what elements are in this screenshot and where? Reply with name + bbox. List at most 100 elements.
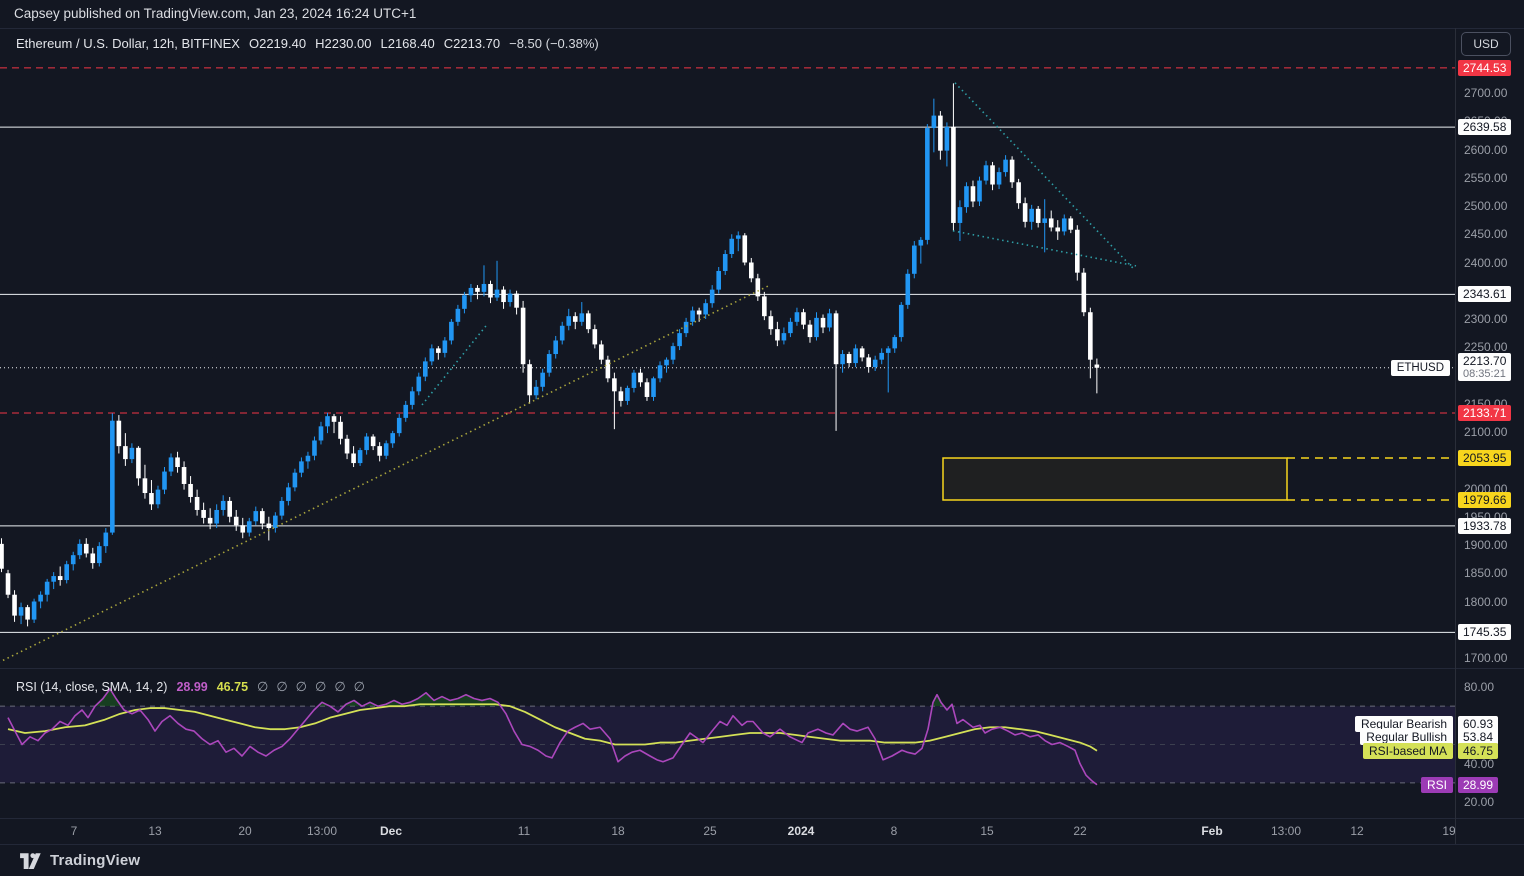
rsi-indicator-title: RSI (14, close, SMA, 14, 2) (16, 680, 168, 694)
candle (527, 364, 532, 396)
candle (533, 386, 539, 396)
candle (357, 450, 363, 464)
candle (44, 581, 50, 595)
candle (175, 457, 180, 468)
candle (1075, 229, 1080, 273)
price-tick-label: 1900.00 (1464, 538, 1508, 552)
hidden-value-icon[interactable]: ∅ (353, 679, 365, 694)
rsi-value-label: 46.75 (1458, 742, 1499, 759)
candle (25, 607, 30, 620)
symbol-price-marker: ETHUSD (1390, 360, 1450, 376)
candle (749, 262, 754, 279)
candle (618, 391, 624, 401)
candle (990, 165, 995, 185)
time-tick-label: 13 (148, 824, 162, 838)
price-tick-label: 2550.00 (1464, 170, 1508, 185)
time-tick-label: 18 (611, 824, 625, 838)
candle (520, 307, 526, 365)
time-tick-label: 13:00 (306, 824, 338, 838)
candle (801, 312, 806, 325)
rsi-overbought-fill (344, 692, 501, 707)
tradingview-brand-text[interactable]: TradingView (50, 852, 141, 869)
rsi-tick-label: 80.00 (1464, 680, 1495, 694)
footer-border (0, 844, 1524, 845)
candle (90, 553, 96, 564)
candle (768, 316, 774, 330)
candle (449, 321, 454, 341)
footer-bar: TradingView (0, 845, 1524, 876)
hidden-value-icon[interactable]: ∅ (295, 679, 307, 694)
hidden-value-icon[interactable]: ∅ (334, 679, 346, 694)
price-tick-label: 2400.00 (1464, 255, 1508, 270)
candle (612, 378, 617, 392)
candle (931, 115, 937, 129)
candle (553, 340, 558, 355)
change-value: −8.50 (−0.38%) (509, 36, 599, 51)
candle (892, 337, 898, 349)
candle (494, 289, 500, 298)
bar-countdown: 08:35:21 (1463, 367, 1506, 380)
price-level-label: 1933.78 (1458, 517, 1512, 534)
hidden-values-group: ∅ ∅ ∅ ∅ ∅ ∅ (257, 679, 365, 695)
symbol-title: Ethereum / U.S. Dollar, 12h, BITFINEX (16, 36, 240, 51)
uptrend-line[interactable] (0, 284, 771, 665)
candle (383, 443, 389, 456)
wedge-upper[interactable] (954, 82, 1134, 269)
candle (468, 287, 474, 296)
published-bar: Capsey published on TradingView.com, Jan… (0, 0, 1524, 28)
candle (657, 365, 663, 379)
candle (703, 303, 708, 315)
candle (859, 348, 865, 358)
candle (325, 416, 330, 427)
time-axis[interactable]: 7 13 20 13:00 Dec 11 18 25 2024 8 15 22 Feb 13:00 12 19 (0, 818, 1455, 844)
currency-toggle-button[interactable]: USD (1461, 32, 1511, 56)
impulse-line[interactable] (421, 324, 488, 406)
price-level-label: 2133.71 (1458, 404, 1512, 421)
candle (559, 325, 565, 341)
candle (142, 478, 148, 494)
candle (794, 312, 800, 322)
candle (409, 391, 415, 405)
pane-separator[interactable] (0, 668, 1524, 669)
rsi-tick-label: 20.00 (1464, 795, 1495, 809)
candle (201, 509, 206, 518)
time-tick-label: 12 (1350, 824, 1364, 838)
candle (762, 296, 767, 317)
hidden-value-icon[interactable]: ∅ (315, 679, 327, 694)
candle (12, 594, 17, 616)
price-tick-label: 1850.00 (1464, 566, 1508, 581)
wedge-lower[interactable] (952, 230, 1137, 267)
candle (957, 207, 963, 223)
time-tick-label: Feb (1201, 824, 1223, 838)
candle (462, 295, 467, 309)
price-tick-label: 2450.00 (1464, 227, 1508, 242)
hidden-value-icon[interactable]: ∅ (257, 679, 269, 694)
open-value: O2219.40 (248, 36, 307, 51)
tradingview-logo-icon[interactable] (20, 852, 42, 869)
candle (540, 372, 545, 387)
candle (455, 308, 461, 322)
price-tick-label: 2600.00 (1464, 142, 1508, 157)
hidden-value-icon[interactable]: ∅ (276, 679, 288, 694)
candle (833, 313, 839, 365)
candle (331, 416, 337, 422)
candle (488, 283, 493, 298)
candle (1035, 208, 1041, 223)
price-tick-label: 2250.00 (1464, 340, 1508, 355)
candle (664, 359, 669, 366)
candle (481, 283, 487, 292)
candle (188, 483, 193, 497)
candle (70, 555, 76, 565)
candle (5, 573, 11, 595)
time-tick-label: 13:00 (1270, 824, 1302, 838)
time-tick-label: 20 (238, 824, 252, 838)
candle (820, 317, 826, 328)
candle (233, 516, 239, 526)
candle (64, 564, 69, 581)
candle (1081, 272, 1087, 313)
candle (631, 372, 637, 388)
candle (364, 436, 369, 451)
candle (690, 310, 695, 322)
candle (709, 289, 715, 304)
